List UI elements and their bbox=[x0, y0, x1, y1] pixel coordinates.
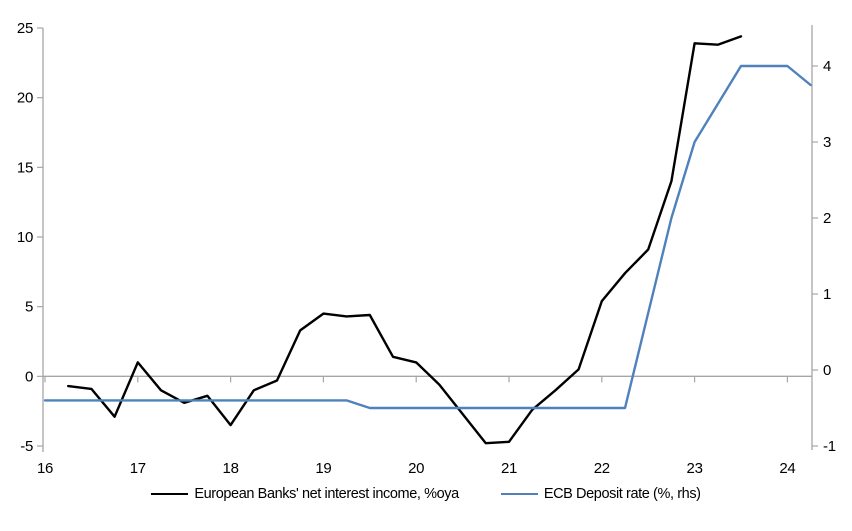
left-axis-tick-label: -5 bbox=[20, 438, 33, 455]
right-axis-tick-label: 2 bbox=[823, 210, 831, 227]
x-axis-tick-label: 19 bbox=[315, 460, 331, 477]
legend-label-ecb-deposit-rate: ECB Deposit rate (%, rhs) bbox=[543, 486, 701, 502]
right-axis-tick-label: 0 bbox=[823, 362, 831, 379]
left-axis-tick-label: 10 bbox=[17, 229, 33, 246]
right-axis-tick-label: 1 bbox=[823, 286, 831, 303]
right-axis-tick-label: 3 bbox=[823, 134, 831, 151]
x-axis-tick-label: 16 bbox=[37, 460, 53, 477]
x-axis-tick-label: 18 bbox=[223, 460, 239, 477]
left-axis-tick-label: 20 bbox=[17, 90, 33, 107]
legend-item-ecb-deposit-rate: ECB Deposit rate (%, rhs) bbox=[500, 486, 701, 502]
left-axis-tick-label: 15 bbox=[17, 159, 33, 176]
x-axis-tick-label: 24 bbox=[779, 460, 795, 477]
ecb-deposit-rate-line bbox=[43, 64, 812, 410]
left-axis-tick-label: 5 bbox=[25, 299, 33, 316]
x-axis-tick-label: 21 bbox=[501, 460, 517, 477]
legend-item-net-interest-income: European Banks' net interest income, %oy… bbox=[151, 486, 459, 502]
x-axis-tick-label: 23 bbox=[687, 460, 703, 477]
net-interest-income-line-swatch bbox=[151, 493, 189, 495]
right-axis-tick-label: -1 bbox=[823, 438, 836, 455]
chart-legend: European Banks' net interest income, %oy… bbox=[0, 486, 852, 502]
ecb-deposit-rate-line-swatch bbox=[500, 493, 538, 495]
left-axis-tick-label: 0 bbox=[25, 368, 33, 385]
x-axis-tick-label: 22 bbox=[594, 460, 610, 477]
x-axis-tick-label: 20 bbox=[408, 460, 424, 477]
right-axis-tick-label: 4 bbox=[823, 58, 831, 75]
x-axis-tick-label: 17 bbox=[130, 460, 146, 477]
left-axis-tick-label: 25 bbox=[17, 20, 33, 37]
net-interest-income-line bbox=[66, 35, 743, 445]
legend-label-net-interest-income: European Banks' net interest income, %oy… bbox=[194, 486, 459, 502]
